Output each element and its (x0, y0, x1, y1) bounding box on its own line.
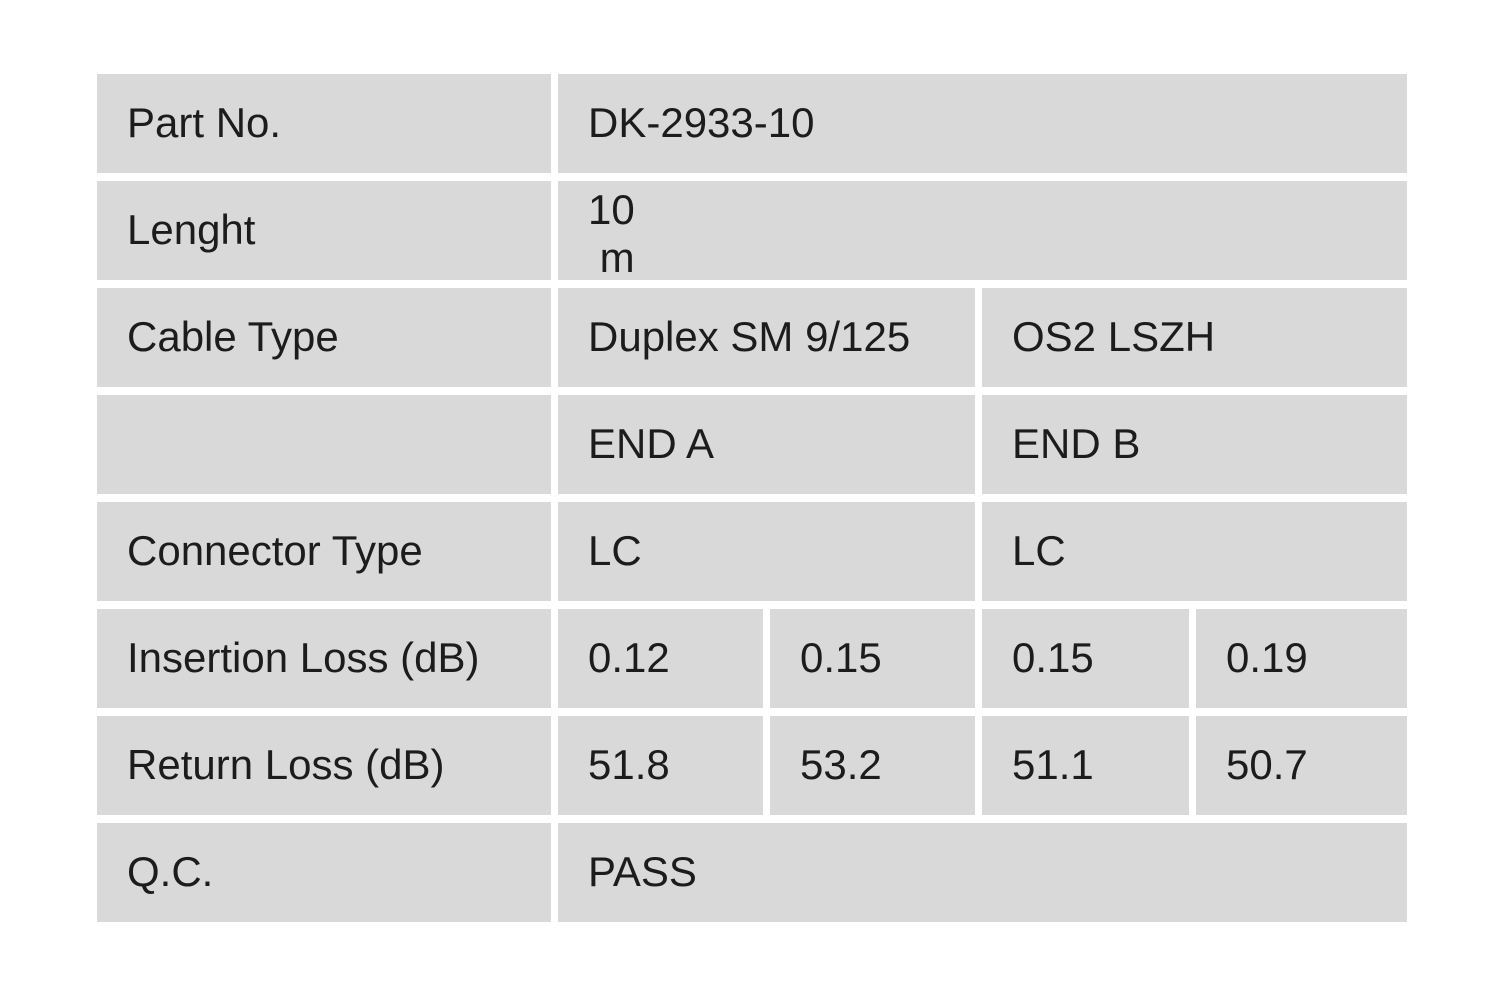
qc-label: Q.C. (97, 823, 551, 922)
row-length: Lenght 10 m (97, 181, 1407, 280)
cable-type-end-b: OS2 LSZH (982, 288, 1407, 387)
end-b-header: END B (982, 395, 1407, 494)
row-connector-type: Connector Type LC LC (97, 502, 1407, 601)
part-no-label: Part No. (97, 74, 551, 173)
connector-type-end-b: LC (982, 502, 1407, 601)
insertion-loss-b1: 0.15 (982, 609, 1189, 708)
length-value: 10 m (558, 181, 1407, 280)
row-return-loss: Return Loss (dB) 51.8 53.2 51.1 50.7 (97, 716, 1407, 815)
insertion-loss-a2: 0.15 (770, 609, 975, 708)
ends-label-empty (97, 395, 551, 494)
row-qc: Q.C. PASS (97, 823, 1407, 922)
insertion-loss-label: Insertion Loss (dB) (97, 609, 551, 708)
return-loss-b1: 51.1 (982, 716, 1189, 815)
qc-value: PASS (558, 823, 1407, 922)
row-insertion-loss: Insertion Loss (dB) 0.12 0.15 0.15 0.19 (97, 609, 1407, 708)
return-loss-b2: 50.7 (1196, 716, 1407, 815)
part-no-value: DK-2933-10 (558, 74, 1407, 173)
end-a-header: END A (558, 395, 975, 494)
connector-type-label: Connector Type (97, 502, 551, 601)
length-label: Lenght (97, 181, 551, 280)
row-cable-type: Cable Type Duplex SM 9/125 OS2 LSZH (97, 288, 1407, 387)
return-loss-a2: 53.2 (770, 716, 975, 815)
return-loss-a1: 51.8 (558, 716, 763, 815)
spec-table: Part No. DK-2933-10 Lenght 10 m Cable Ty… (97, 74, 1407, 922)
cable-type-end-a: Duplex SM 9/125 (558, 288, 975, 387)
connector-type-end-a: LC (558, 502, 975, 601)
cable-type-label: Cable Type (97, 288, 551, 387)
insertion-loss-a1: 0.12 (558, 609, 763, 708)
row-ends: END A END B (97, 395, 1407, 494)
return-loss-label: Return Loss (dB) (97, 716, 551, 815)
row-part-no: Part No. DK-2933-10 (97, 74, 1407, 173)
insertion-loss-b2: 0.19 (1196, 609, 1407, 708)
